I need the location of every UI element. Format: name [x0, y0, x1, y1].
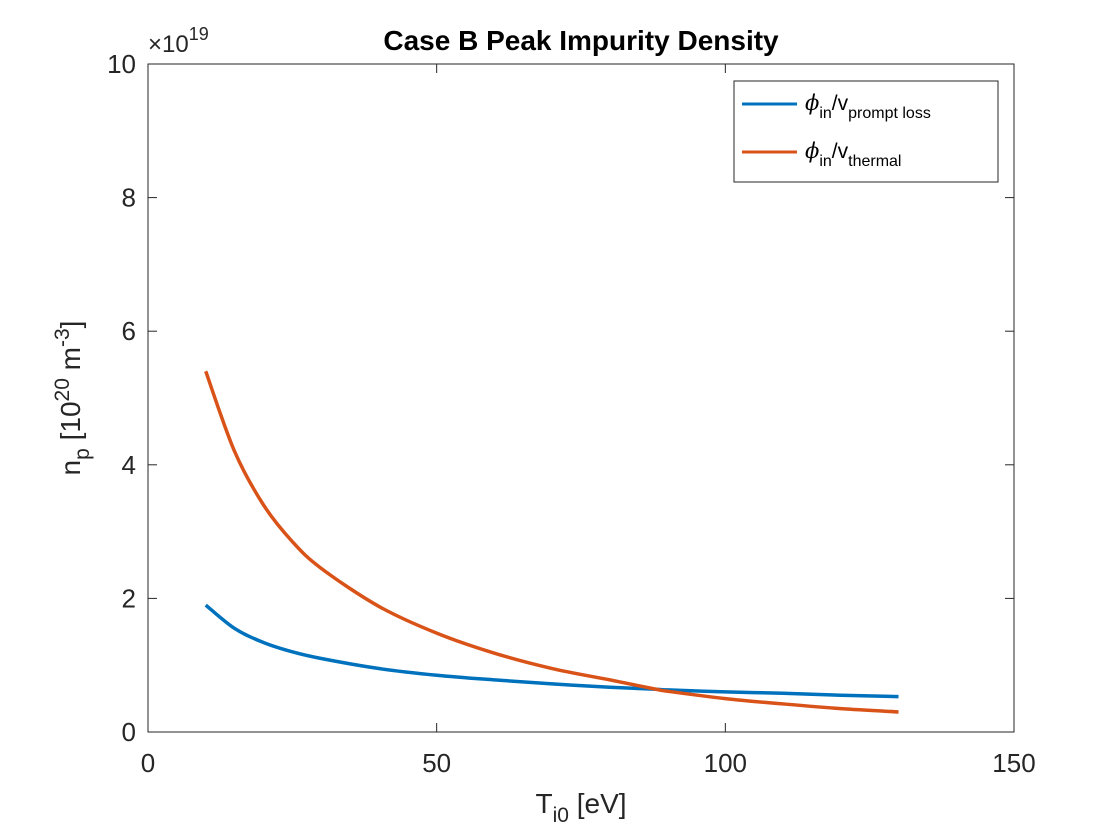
y-multiplier-label: ×1019 — [148, 24, 209, 58]
x-tick-label: 0 — [141, 748, 155, 778]
legend-label-thermal: ϕin/vthermal — [805, 139, 901, 170]
x-tick-label: 150 — [992, 748, 1035, 778]
y-tick-label: 2 — [122, 583, 136, 613]
legend-box — [733, 80, 999, 183]
series-lines — [204, 370, 899, 714]
x-axis-ticks: 0 50 100 150 — [141, 64, 1036, 778]
series-line-thermal — [204, 370, 899, 714]
chart-title: Case B Peak Impurity Density — [383, 25, 779, 56]
legend: ϕin/vprompt loss ϕin/vthermal — [733, 80, 999, 183]
y-tick-label: 4 — [122, 450, 136, 480]
y-tick-label: 10 — [107, 49, 136, 79]
y-axis-ticks: 0 2 4 6 8 10 — [107, 49, 1014, 747]
series-line-prompt-loss — [204, 603, 899, 699]
x-axis-label: Ti0 [eV] — [535, 788, 626, 827]
y-tick-label: 8 — [122, 183, 136, 213]
legend-label-prompt-loss: ϕin/vprompt loss — [805, 91, 931, 122]
y-tick-label: 6 — [122, 316, 136, 346]
x-tick-label: 50 — [422, 748, 451, 778]
x-tick-label: 100 — [704, 748, 747, 778]
y-tick-label: 0 — [122, 717, 136, 747]
y-axis-label: np [1020 m-3] — [51, 321, 94, 476]
